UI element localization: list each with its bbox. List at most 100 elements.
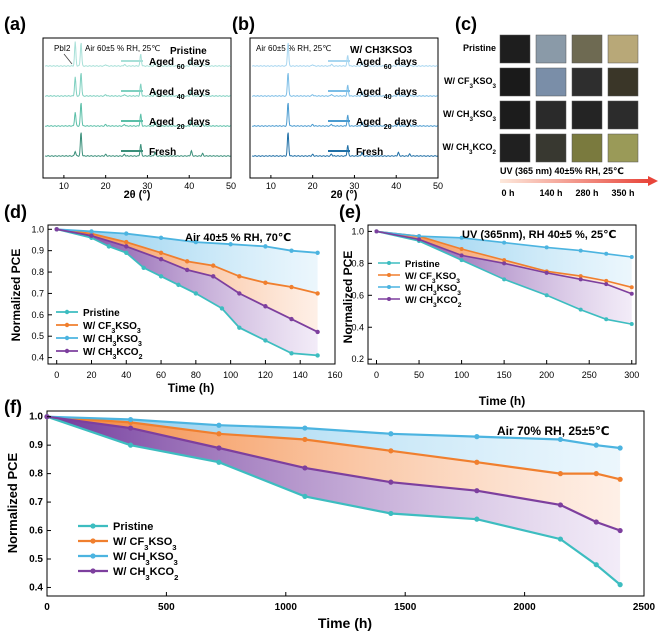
chart-e-line-1	[376, 230, 632, 289]
chart-e-point-3-1	[417, 237, 422, 242]
chart-e-line-2	[376, 230, 632, 258]
panel-c-sample-0-1	[535, 34, 567, 64]
chart-b: Air 60±5 % RH, 25℃ W/ CH3KSO3 Fresh Aged …	[249, 37, 443, 201]
chart-f-legend-label-0: Pristine	[113, 521, 153, 533]
chart-e-ytick-label-4: 1.0	[351, 226, 364, 236]
chart-f-xtick-label-2: 1000	[275, 602, 298, 613]
chart-d-legend-label-0: Pristine	[83, 308, 120, 319]
panel-c-row-label-1: W/ CF3KSO3	[444, 76, 497, 90]
chart-f-legend-label-2: W/ CH3KSO3	[113, 551, 178, 567]
chart-a-legend-label-2: Aged 40 days	[149, 87, 211, 101]
chart-f-point-3-6	[557, 502, 564, 508]
panel-c-sample-3-3	[607, 133, 639, 163]
panel-c-row-label-0: Pristine	[463, 43, 496, 53]
chart-a-legend-label-3: Aged 60 days	[149, 57, 211, 71]
panel-c-time-0: 0 h	[501, 188, 514, 198]
chart-e-point-0-5	[578, 307, 583, 312]
chart-f-ytick-label-0: 0.4	[29, 582, 43, 593]
chart-e-point-1-2	[459, 246, 464, 251]
chart-d-legend-marker-3	[64, 348, 70, 354]
chart-e-point-3-7	[629, 291, 634, 296]
chart-b-xtick-label-3: 40	[391, 181, 401, 191]
chart-b-trace-2	[252, 72, 438, 97]
chart-d-xtick-label-6: 120	[258, 370, 273, 380]
chart-d-xtick-label-5: 100	[223, 370, 238, 380]
chart-f-point-0-8	[617, 582, 623, 588]
chart-e-point-1-6	[604, 278, 609, 283]
chart-f-legend-label-1: W/ CF3KSO3	[113, 536, 177, 552]
chart-d-point-0-7	[193, 291, 199, 296]
chart-a-xtick-label-2: 30	[142, 181, 152, 191]
chart-f-point-0-6	[557, 536, 564, 542]
chart-f-point-2-2	[216, 422, 222, 428]
chart-a-peak-pointer	[63, 53, 73, 65]
chart-e-point-0-4	[544, 293, 549, 298]
chart-b-xtick-label-4: 50	[433, 181, 443, 191]
panel-c-sample-0-2	[571, 34, 603, 64]
chart-b-xtick-label-1: 20	[308, 181, 318, 191]
panel-c-arrow-head	[648, 176, 658, 186]
chart-e-ytick-label-0: 0.2	[351, 354, 364, 364]
chart-e-point-3-4	[544, 270, 549, 275]
chart-f-point-2-4	[388, 431, 394, 437]
chart-d-point-3-8	[289, 316, 294, 322]
chart-d-point-3-1	[89, 233, 94, 238]
chart-e-point-2-6	[604, 251, 609, 256]
chart-d-xtick-label-2: 40	[121, 370, 131, 380]
chart-f-point-1-6	[557, 471, 564, 477]
panel-label-d: (d)	[4, 202, 27, 222]
chart-a-xtick-label-0: 10	[59, 181, 69, 191]
chart-d-point-0-4	[141, 265, 146, 270]
chart-b-xtick-label-0: 10	[266, 181, 276, 191]
chart-e-frame	[367, 224, 637, 365]
chart-f-annotation: Air 70% RH, 25±5℃	[497, 424, 610, 438]
chart-f: 0 500 1000 1500 2000 2500 0.4 0.5 0.6 0.7 0.8 0.9 1.…	[5, 410, 656, 631]
chart-d-ytick-label-2: 0.6	[31, 310, 44, 320]
chart-e-ylabel: Normalized PCE	[341, 251, 355, 344]
panel-c-time-1: 140 h	[539, 188, 562, 198]
chart-d-point-3-3	[158, 257, 164, 262]
chart-d-point-2-2	[124, 231, 129, 236]
panel-c-sample-1-3	[607, 67, 639, 97]
chart-d-legend-label-1: W/ CF3KSO3	[83, 321, 141, 335]
chart-e-ytick-label-3: 0.8	[351, 258, 364, 268]
chart-e-point-1-3	[502, 258, 507, 263]
chart-d-ytick-label-0: 0.4	[31, 353, 44, 363]
chart-e-point-2-4	[544, 245, 549, 250]
chart-f-ytick-label-5: 0.9	[29, 440, 43, 451]
chart-f-point-0-4	[388, 510, 394, 517]
panel-c-time-2: 280 h	[575, 188, 598, 198]
chart-e-legend-marker-0	[387, 261, 391, 265]
chart-f-band-purple	[47, 416, 621, 585]
chart-b-title: W/ CH3KSO3	[350, 45, 413, 56]
panel-c-time-arrow	[500, 179, 650, 183]
chart-d-point-3-2	[124, 244, 129, 249]
chart-f-legend-marker-0	[90, 523, 96, 529]
chart-b-legend-label-1: Aged 20 days	[356, 117, 418, 131]
chart-d-point-2-3	[158, 235, 164, 241]
chart-d-point-2-7	[289, 248, 294, 253]
chart-d-ytick-label-1: 0.5	[31, 331, 44, 341]
chart-f-ytick-label-4: 0.8	[29, 469, 43, 480]
panel-c-row-label-3: W/ CH3KCO2	[442, 142, 496, 156]
chart-e-xtick-label-1: 50	[414, 370, 424, 380]
panel-c-sample-2-2	[571, 100, 603, 130]
chart-f-point-1-2	[216, 431, 222, 437]
chart-b-xtick-label-2: 30	[349, 181, 359, 191]
chart-a-xtick-label-3: 40	[184, 181, 194, 191]
panel-c-sample-0-3	[607, 34, 639, 64]
chart-f-point-2-1	[127, 416, 134, 423]
chart-f-legend-marker-3	[90, 568, 96, 574]
chart-f-point-1-7	[593, 471, 599, 477]
chart-e-ytick-label-2: 0.6	[351, 290, 364, 300]
chart-d-point-0-3	[124, 250, 129, 255]
chart-d-point-1-9	[315, 291, 320, 296]
chart-d-line-3	[56, 228, 318, 333]
chart-f-xtick-label-0: 0	[44, 602, 50, 613]
chart-f-point-0-3	[302, 493, 308, 499]
panel-c-sample-1-0	[499, 67, 531, 97]
chart-d-legend-marker-2	[64, 335, 70, 341]
chart-e: 0 50 100 150 200 250 300 0.2 0.4 0.6 0.8 1.0 Pristi…	[341, 224, 639, 408]
chart-f-xlabel: Time (h)	[318, 615, 372, 631]
